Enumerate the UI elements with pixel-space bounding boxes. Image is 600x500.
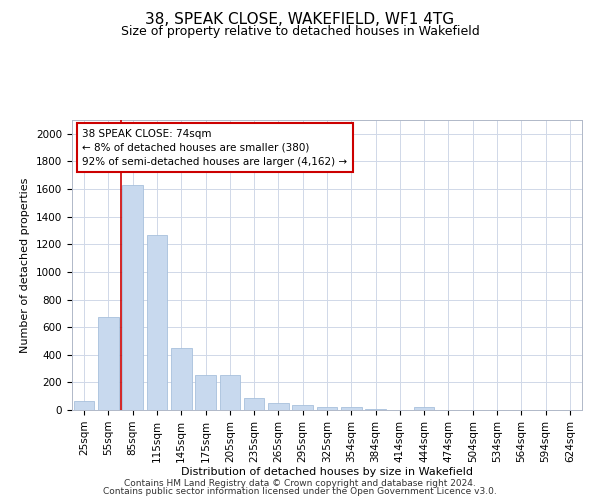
Bar [146,234,167,410]
Bar [268,403,289,410]
Bar [74,401,94,410]
Text: 38, SPEAK CLOSE, WAKEFIELD, WF1 4TG: 38, SPEAK CLOSE, WAKEFIELD, WF1 4TG [145,12,455,28]
Bar [341,406,362,410]
Bar [244,398,265,410]
X-axis label: Distribution of detached houses by size in Wakefield: Distribution of detached houses by size … [181,468,473,477]
Bar [292,405,313,410]
Bar [220,376,240,410]
Bar [317,406,337,410]
Bar [365,408,386,410]
Bar [171,348,191,410]
Bar [98,318,119,410]
Bar [122,185,143,410]
Bar [414,406,434,410]
Text: Size of property relative to detached houses in Wakefield: Size of property relative to detached ho… [121,25,479,38]
Text: Contains HM Land Registry data © Crown copyright and database right 2024.: Contains HM Land Registry data © Crown c… [124,478,476,488]
Text: Contains public sector information licensed under the Open Government Licence v3: Contains public sector information licen… [103,487,497,496]
Y-axis label: Number of detached properties: Number of detached properties [20,178,31,352]
Text: 38 SPEAK CLOSE: 74sqm
← 8% of detached houses are smaller (380)
92% of semi-deta: 38 SPEAK CLOSE: 74sqm ← 8% of detached h… [82,128,347,166]
Bar [195,376,216,410]
